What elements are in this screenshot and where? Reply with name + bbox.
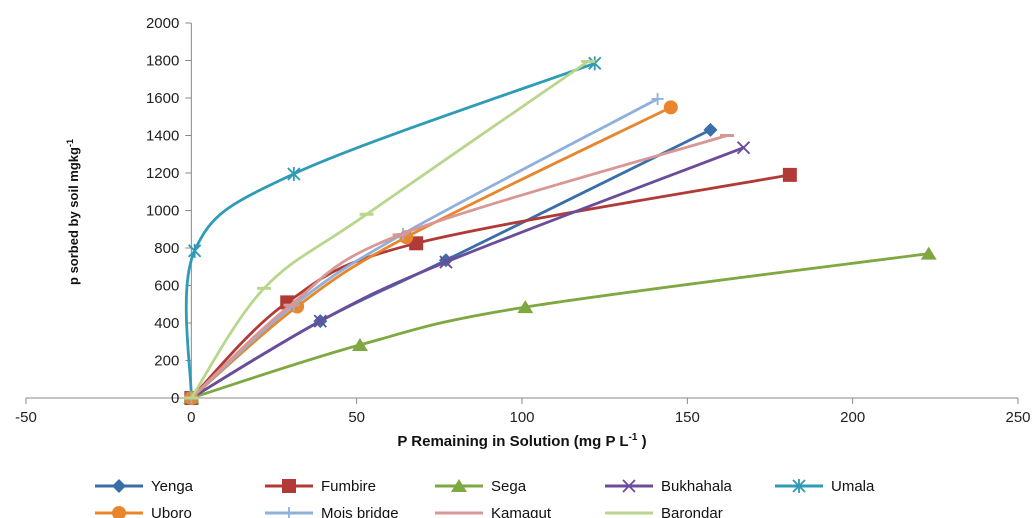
- y-tick-label: 600: [154, 278, 179, 295]
- y-tick-label: 0: [171, 390, 179, 407]
- x-tick-label: -50: [15, 409, 37, 426]
- legend-swatch-marker: [282, 479, 296, 493]
- x-axis-title-rest: ): [637, 433, 646, 450]
- legend-swatch-marker: [622, 479, 636, 493]
- legend-label: Uboro: [151, 505, 192, 518]
- series-line-kamagut: [189, 134, 729, 400]
- data-point-uboro: [663, 100, 678, 115]
- x-tick-label: 0: [187, 409, 195, 426]
- legend-item-uboro: Uboro: [95, 505, 192, 518]
- legend-label: Umala: [831, 478, 875, 495]
- series-kamagut: [184, 134, 735, 400]
- data-point-sega: [920, 246, 937, 260]
- x-tick-label: 100: [509, 409, 534, 426]
- y-tick-label: 400: [154, 315, 179, 332]
- x-tick-label: 200: [840, 409, 865, 426]
- y-tick-label: 200: [154, 353, 179, 370]
- legend-item-bukhahala: Bukhahala: [605, 478, 733, 495]
- x-axis-title: P Remaining in Solution (mg P L-1 ): [397, 432, 646, 450]
- legend-label: Yenga: [151, 478, 194, 495]
- data-point-sega: [351, 337, 368, 351]
- legend-item-barondar: Barondar: [605, 505, 723, 518]
- series-umala: [184, 56, 602, 405]
- series-line-umala: [184, 61, 597, 400]
- legend: Yenga Fumbire Sega Bukhahala Umala Uboro Mois …: [95, 478, 875, 518]
- data-point-bukhahala: [736, 141, 751, 155]
- series-sega: [183, 246, 937, 404]
- legend-swatch-marker: [283, 507, 295, 518]
- series-line-yenga: [189, 128, 712, 400]
- legend-label: Mois bridge: [321, 505, 399, 518]
- y-tick-label: 1200: [146, 165, 179, 182]
- data-point-mois-bridge: [651, 92, 664, 105]
- y-axis-title: p sorbed by soil mgkg-1: [65, 139, 81, 285]
- legend-item-yenga: Yenga: [95, 478, 194, 495]
- data-point-umala: [588, 56, 602, 71]
- legend-swatch-marker: [792, 479, 806, 493]
- series-line-sega: [189, 252, 931, 400]
- data-point-bukhahala: [313, 314, 327, 328]
- series-line-fumbire: [189, 173, 792, 400]
- legend-item-kamagut: Kamagut: [435, 505, 552, 518]
- legend-label: Kamagut: [491, 505, 552, 518]
- legend-item-sega: Sega: [435, 478, 527, 495]
- legend-label: Fumbire: [321, 478, 376, 495]
- series-line-uboro: [189, 106, 673, 400]
- data-point-sega: [517, 300, 534, 314]
- data-point-fumbire: [782, 167, 797, 182]
- legend-label: Sega: [491, 478, 527, 495]
- x-axis-title-superscript: -1: [629, 432, 638, 443]
- y-tick-label: 1400: [146, 128, 179, 145]
- y-tick-label: 2000: [146, 15, 179, 32]
- data-point-umala: [188, 243, 202, 258]
- legend-swatch-marker: [112, 506, 126, 518]
- y-tick-label: 1800: [146, 53, 179, 70]
- series-barondar: [184, 59, 596, 400]
- series-uboro: [184, 100, 678, 405]
- series-yenga: [184, 122, 718, 405]
- x-tick-label: 50: [348, 409, 365, 426]
- data-point-yenga: [703, 122, 718, 137]
- data-point-umala: [287, 166, 301, 181]
- data-point-bukhahala: [439, 255, 453, 269]
- legend-label: Bukhahala: [661, 478, 733, 495]
- series-line-bukhahala: [189, 146, 745, 400]
- series-layer: [183, 56, 937, 405]
- y-tick-label: 1000: [146, 203, 179, 220]
- legend-item-fumbire: Fumbire: [265, 478, 376, 495]
- legend-item-mois-bridge: Mois bridge: [265, 505, 399, 518]
- series-bukhahala: [184, 141, 751, 405]
- legend-item-umala: Umala: [775, 478, 875, 495]
- y-tick-label: 800: [154, 240, 179, 257]
- y-axis-title-superscript: -1: [65, 139, 75, 147]
- y-tick-label: 1600: [146, 90, 179, 107]
- series-line-barondar: [189, 60, 590, 400]
- legend-swatch-marker: [112, 479, 126, 493]
- series-line-mois-bridge: [189, 97, 659, 400]
- axes: 0200400600800100012001400160018002000-50…: [15, 15, 1030, 426]
- x-tick-label: 150: [675, 409, 700, 426]
- legend-swatch-marker: [451, 479, 467, 492]
- legend-label: Barondar: [661, 505, 723, 518]
- x-tick-label: 250: [1005, 409, 1030, 426]
